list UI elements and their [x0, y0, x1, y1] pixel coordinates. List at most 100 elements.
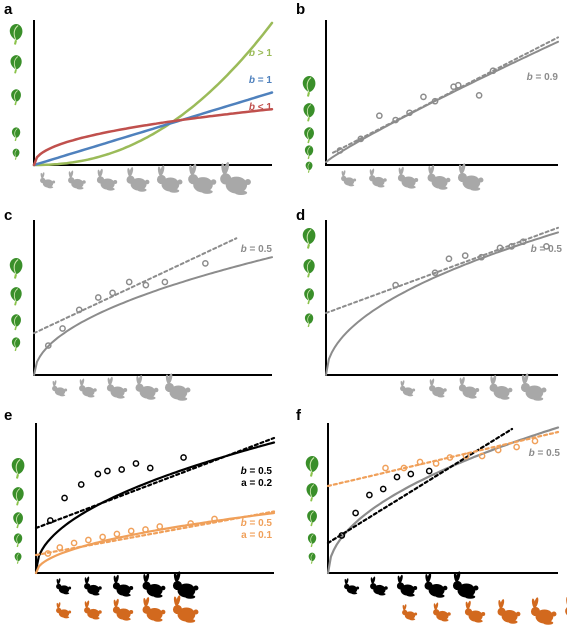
rabbit-foot	[438, 186, 448, 190]
leaf-vein	[16, 534, 20, 545]
rabbit-icon	[452, 571, 479, 599]
rabbit-tail	[447, 612, 451, 616]
rabbit-ear	[429, 379, 433, 386]
rabbit-ear	[97, 169, 101, 178]
data-point	[445, 255, 453, 263]
leafy-plant-icon	[303, 259, 315, 278]
rabbit-foot	[153, 618, 163, 622]
leafy-plant-icon	[307, 510, 317, 527]
data-point	[104, 467, 111, 475]
leaf-vein	[307, 289, 311, 302]
data-point	[406, 109, 413, 117]
leafy-plant-icon	[9, 24, 23, 45]
rabbit-head	[40, 177, 46, 184]
rabbit-tail	[475, 387, 480, 393]
data-point	[336, 147, 344, 154]
rabbit-icon	[142, 597, 166, 622]
data-point	[407, 470, 415, 478]
data-point	[338, 532, 346, 539]
leaf	[10, 287, 22, 302]
exponent-value: = 0.5	[247, 466, 273, 477]
axes	[33, 220, 272, 376]
equation-label: b > 1	[249, 48, 273, 59]
leafy-plant-icon	[307, 533, 317, 548]
rabbit-foot	[153, 594, 163, 598]
leaf-vein	[306, 77, 312, 93]
rabbit-head	[188, 174, 199, 185]
leaf-vein	[309, 457, 315, 473]
equation-label: b = 0.5	[241, 466, 273, 477]
rabbit-ear	[341, 170, 344, 177]
rabbit-icon	[397, 166, 419, 189]
rabbit-tail	[541, 387, 547, 393]
rabbit-body	[87, 584, 100, 595]
leaf	[304, 288, 314, 301]
rabbit-body	[400, 584, 415, 596]
leaf	[305, 161, 313, 171]
data-point	[61, 494, 68, 502]
data-point	[94, 294, 102, 301]
rabbit-foot	[146, 396, 156, 400]
rabbit-body	[116, 584, 131, 596]
data-point	[496, 244, 504, 252]
exponent-value: < 1	[255, 102, 272, 113]
rabbit-head	[344, 583, 350, 590]
rabbit-body	[193, 177, 213, 193]
panel-a: ab > 1b = 1b < 1	[4, 1, 274, 196]
data-point	[478, 452, 486, 460]
leaf-vein	[14, 149, 18, 158]
rabbit-head	[135, 383, 144, 392]
rabbit-head	[433, 609, 440, 616]
exponent-value: = 0.5	[247, 244, 273, 255]
leafy-plant-icon	[302, 228, 316, 249]
rabbit-tail	[64, 388, 68, 392]
rabbit-tail	[160, 609, 166, 615]
rabbit-head	[397, 174, 406, 182]
data-point	[180, 454, 187, 461]
rabbit-body	[457, 583, 476, 598]
rabbit-tail	[384, 586, 388, 590]
rabbit-body	[401, 176, 416, 188]
rabbit-head	[126, 175, 135, 184]
exponent-symbol: b	[529, 448, 535, 459]
exponent-symbol: b	[531, 244, 537, 255]
data-point	[543, 243, 550, 250]
rabbit-ear	[143, 598, 147, 607]
rabbit-icon	[52, 380, 68, 397]
stem	[306, 92, 311, 97]
rabbit-ear	[165, 374, 170, 384]
rabbit-icon	[126, 167, 150, 192]
rabbit-ear	[136, 376, 140, 385]
axes	[325, 20, 558, 166]
rabbit-tail	[82, 180, 86, 184]
leafy-plant-icon	[308, 552, 316, 564]
rabbit-ear	[143, 574, 147, 583]
data-point	[513, 443, 520, 451]
rabbit-foot	[122, 593, 131, 597]
leaf	[306, 483, 318, 498]
leaf	[13, 512, 23, 525]
leafy-plant-icon	[11, 458, 25, 479]
rabbit-tail	[93, 388, 97, 392]
data-point	[99, 533, 106, 541]
rabbit-body	[436, 610, 449, 621]
panel-letter: b	[296, 1, 305, 18]
rabbit-icon	[429, 378, 447, 398]
rabbit-icon	[172, 595, 199, 623]
rabbit-tail	[414, 177, 419, 183]
leafy-plant-icon	[304, 288, 314, 305]
leaf	[14, 552, 22, 562]
data-point	[77, 481, 85, 488]
panel-e: eb = 0.5a = 0.2b = 0.5a = 0.1	[4, 407, 276, 623]
data-point	[46, 517, 54, 524]
rabbit-ear	[490, 376, 494, 385]
leaf-vein	[15, 488, 21, 502]
rabbit-icon	[112, 598, 134, 621]
equation-label: b = 0.9	[527, 72, 559, 83]
rabbit-tail	[353, 178, 357, 182]
rabbit-body	[110, 386, 125, 398]
rabbit-ear	[221, 163, 226, 175]
leafy-plant-icon	[14, 552, 22, 564]
leaf-vein	[14, 90, 18, 103]
rabbit-ear	[398, 167, 402, 176]
